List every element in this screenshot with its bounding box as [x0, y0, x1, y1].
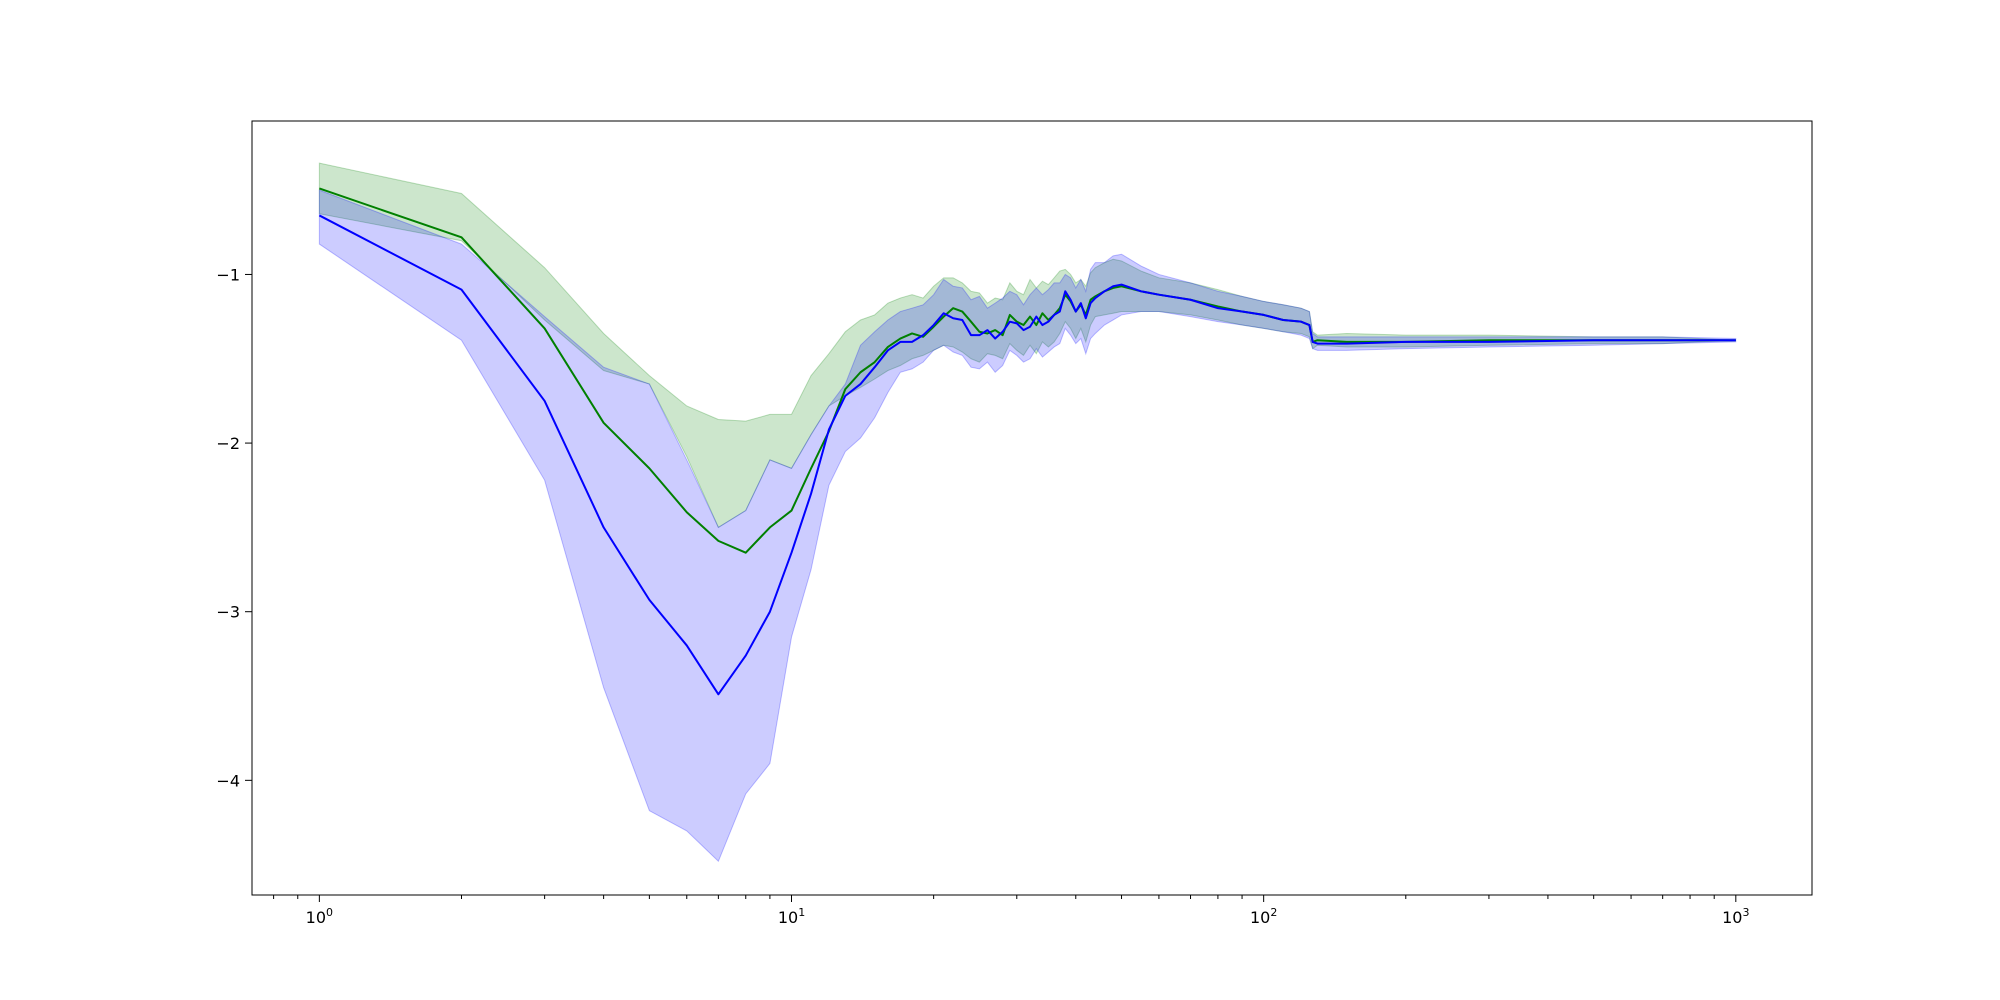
series-lines: [318, 187, 1736, 696]
confidence-bands: [318, 162, 1737, 863]
blue-series-line: [318, 214, 1736, 696]
y-tick-label: −2: [216, 434, 240, 453]
x-tick-label: 100: [306, 906, 333, 927]
blue-confidence-band: [318, 189, 1737, 863]
x-axis: 100 101 102 103: [273, 895, 1749, 927]
green-confidence-band: [318, 162, 1736, 529]
y-axis: −1 −2 −3 −4: [216, 265, 252, 790]
y-tick-label: −4: [216, 771, 240, 790]
y-tick-label: −3: [216, 603, 240, 622]
plot-frame: [251, 120, 1813, 896]
x-tick-label: 103: [1722, 906, 1749, 927]
y-tick-label: −1: [216, 265, 240, 284]
x-tick-label: 101: [778, 906, 805, 927]
x-tick-label: 102: [1250, 906, 1277, 927]
